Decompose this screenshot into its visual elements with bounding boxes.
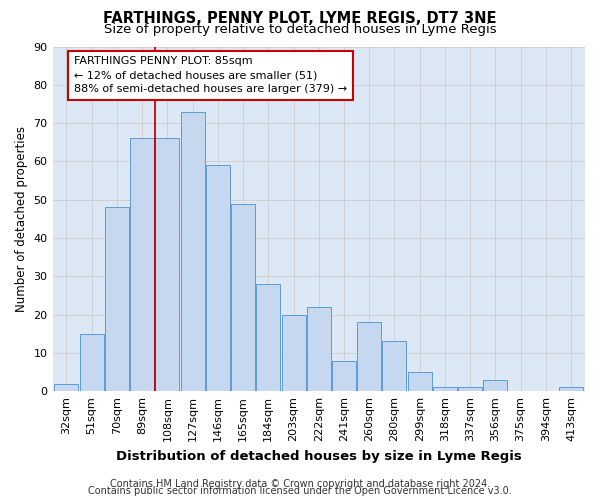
- Bar: [181, 112, 205, 391]
- Bar: [155, 138, 179, 391]
- Bar: [332, 360, 356, 391]
- Bar: [458, 388, 482, 391]
- Bar: [382, 342, 406, 391]
- Y-axis label: Number of detached properties: Number of detached properties: [15, 126, 28, 312]
- Bar: [484, 380, 508, 391]
- Bar: [559, 388, 583, 391]
- Bar: [130, 138, 154, 391]
- Bar: [256, 284, 280, 391]
- Bar: [55, 384, 79, 391]
- Bar: [206, 165, 230, 391]
- Text: Contains HM Land Registry data © Crown copyright and database right 2024.: Contains HM Land Registry data © Crown c…: [110, 479, 490, 489]
- Bar: [231, 204, 255, 391]
- Bar: [307, 307, 331, 391]
- Text: FARTHINGS PENNY PLOT: 85sqm
← 12% of detached houses are smaller (51)
88% of sem: FARTHINGS PENNY PLOT: 85sqm ← 12% of det…: [74, 56, 347, 94]
- Bar: [281, 314, 305, 391]
- Bar: [433, 388, 457, 391]
- Bar: [105, 208, 129, 391]
- X-axis label: Distribution of detached houses by size in Lyme Regis: Distribution of detached houses by size …: [116, 450, 521, 462]
- Text: FARTHINGS, PENNY PLOT, LYME REGIS, DT7 3NE: FARTHINGS, PENNY PLOT, LYME REGIS, DT7 3…: [103, 11, 497, 26]
- Bar: [408, 372, 431, 391]
- Bar: [80, 334, 104, 391]
- Text: Contains public sector information licensed under the Open Government Licence v3: Contains public sector information licen…: [88, 486, 512, 496]
- Text: Size of property relative to detached houses in Lyme Regis: Size of property relative to detached ho…: [104, 22, 496, 36]
- Bar: [357, 322, 381, 391]
